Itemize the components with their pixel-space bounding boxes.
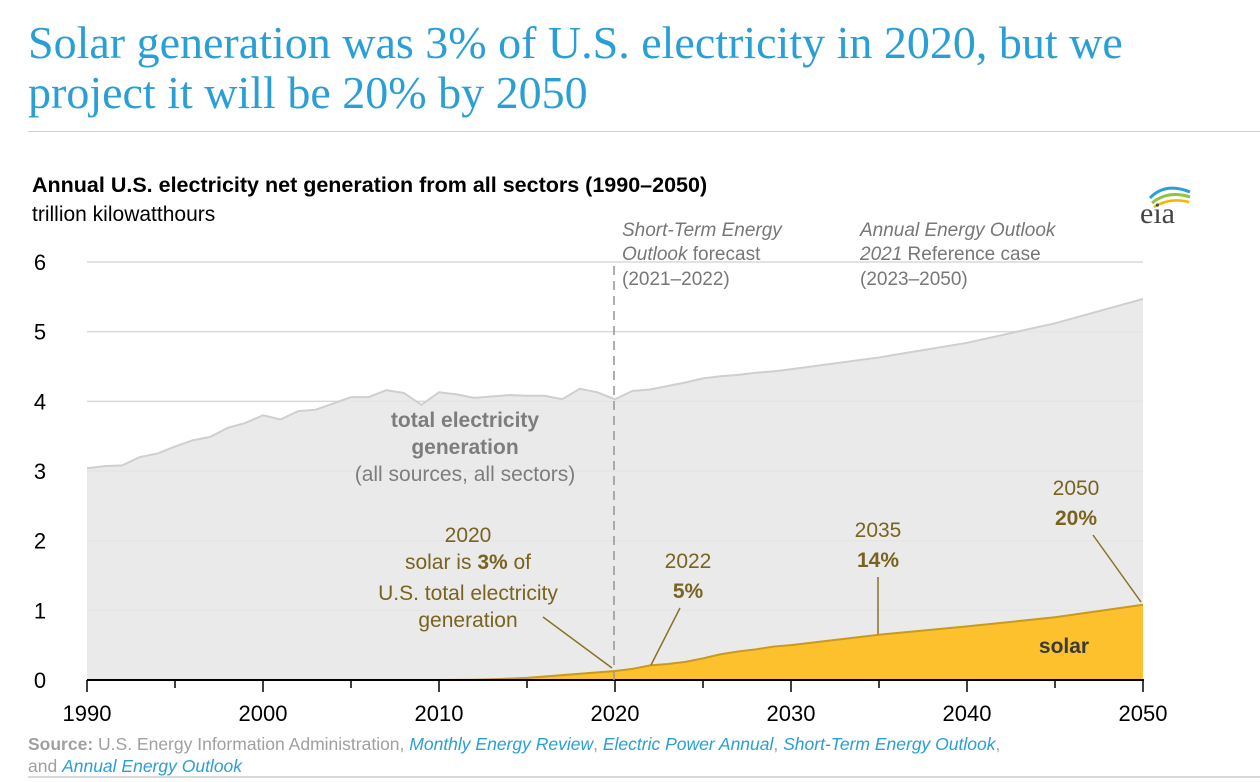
bottom-divider <box>28 776 1260 778</box>
line-solar <box>87 603 1144 681</box>
svg-text:(2021–2022): (2021–2022) <box>622 269 730 290</box>
svg-text:2022: 2022 <box>665 550 712 573</box>
svg-text:Short-Term Energy: Short-Term Energy <box>622 220 783 241</box>
svg-text:2050: 2050 <box>1053 477 1100 500</box>
y-tick-label: 0 <box>34 668 46 693</box>
svg-text:5%: 5% <box>673 580 704 603</box>
svg-text:(all sources, all sectors): (all sources, all sectors) <box>355 463 576 486</box>
source-text: U.S. Energy Information Administration, <box>93 734 410 754</box>
steo-label: Short-Term Energy Outlook forecast (2021… <box>622 220 783 290</box>
svg-text:14%: 14% <box>857 549 899 572</box>
aeo-label: Annual Energy Outlook 2021 Reference cas… <box>859 220 1057 290</box>
y-tick-label: 6 <box>34 250 46 275</box>
source-label: Source: <box>28 734 94 754</box>
source-note: Source: U.S. Energy Information Administ… <box>28 733 1000 777</box>
line-total <box>86 297 1144 470</box>
x-tick-label: 2040 <box>943 701 992 726</box>
svg-text:Outlook forecast: Outlook forecast <box>622 244 761 265</box>
y-tick-label: 3 <box>34 459 46 484</box>
annotation-2020: 2020 solar is 3% of U.S. total electrici… <box>378 524 613 669</box>
chart-title: Annual U.S. electricity net generation f… <box>32 173 707 197</box>
svg-text:2035: 2035 <box>855 519 902 542</box>
svg-text:U.S. total electricity: U.S. total electricity <box>378 582 558 605</box>
y-tick-label: 5 <box>34 320 46 345</box>
source-text: and <box>28 756 63 776</box>
annotation-2022: 2022 5% <box>650 550 712 666</box>
sep: , <box>773 734 784 754</box>
annotation-2050: 2050 20% <box>1053 477 1142 603</box>
svg-text:20%: 20% <box>1055 507 1097 530</box>
link-monthly-energy-review[interactable]: Monthly Energy Review <box>409 734 594 754</box>
area-solar <box>87 604 1143 680</box>
svg-text:(2023–2050): (2023–2050) <box>860 269 968 290</box>
svg-text:Annual Energy Outlook: Annual Energy Outlook <box>859 220 1057 241</box>
svg-text:2021 Reference case: 2021 Reference case <box>859 244 1041 265</box>
x-tick-label: 2010 <box>415 701 464 726</box>
y-tick-label: 2 <box>34 529 46 554</box>
divider <box>28 131 1260 132</box>
link-short-term-energy-outlook[interactable]: Short-Term Energy Outlook <box>783 734 996 754</box>
total-label: total electricity generation (all source… <box>355 409 576 486</box>
solar-label: solar <box>1039 635 1089 658</box>
sep: , <box>593 734 603 754</box>
annotation-2035: 2035 14% <box>855 519 902 634</box>
link-electric-power-annual[interactable]: Electric Power Annual <box>602 734 774 754</box>
x-tick-label: 2000 <box>239 701 288 726</box>
svg-text:solar is 3% of: solar is 3% of <box>405 551 531 574</box>
svg-text:total electricity: total electricity <box>391 409 540 432</box>
y-tick-label: 4 <box>34 389 46 414</box>
eia-logo: eia <box>1140 186 1191 230</box>
y-tick-label: 1 <box>34 598 46 623</box>
y-axis-label: trillion kilowatthours <box>32 203 215 226</box>
area-total <box>87 298 1143 680</box>
svg-text:generation: generation <box>411 436 518 459</box>
link-annual-energy-outlook[interactable]: Annual Energy Outlook <box>62 756 243 776</box>
sep: , <box>995 734 1001 754</box>
x-tick-label: 2050 <box>1119 701 1168 726</box>
x-tick-label: 2030 <box>767 701 816 726</box>
x-tick-label: 2020 <box>591 701 640 726</box>
svg-text:generation: generation <box>418 609 517 632</box>
headline: Solar generation was 3% of U.S. electric… <box>28 17 1123 118</box>
svg-text:eia: eia <box>1140 197 1175 230</box>
x-tick-label: 1990 <box>63 701 112 726</box>
svg-text:2020: 2020 <box>445 524 492 547</box>
